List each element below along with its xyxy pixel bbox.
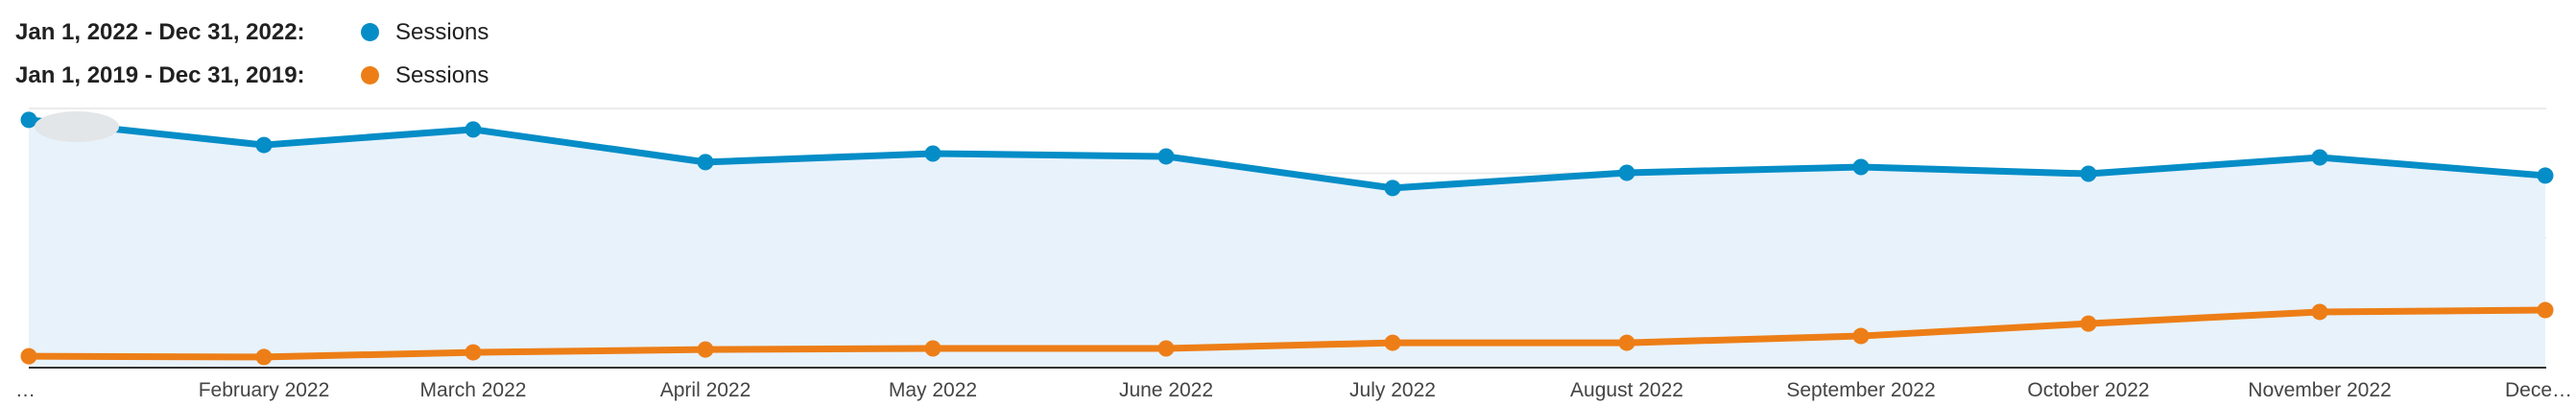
area-fill-2022 [29, 119, 2545, 368]
data-point[interactable] [465, 121, 482, 138]
x-axis-label: … [15, 379, 36, 401]
x-axis-labels: … February 2022 March 2022 April 2022 May 20… [15, 379, 2572, 401]
x-axis-label: October 2022 [2027, 379, 2149, 401]
tooltip-redaction-oval [35, 111, 119, 142]
x-axis-label: September 2022 [1786, 379, 1935, 401]
series-lines [28, 116, 2546, 361]
series-line-2019 [28, 306, 2546, 361]
data-point[interactable] [924, 340, 942, 357]
data-point[interactable] [697, 341, 714, 358]
legend-dot-icon [361, 66, 379, 84]
legend-dot-icon [361, 23, 379, 41]
legend-metric-label: Sessions [395, 62, 489, 88]
x-axis-label: March 2022 [420, 379, 527, 401]
x-axis-label: August 2022 [1570, 379, 1683, 401]
data-point[interactable] [1384, 180, 1401, 197]
data-point[interactable] [924, 145, 942, 162]
data-point[interactable] [2537, 167, 2554, 184]
x-axis-label: May 2022 [889, 379, 977, 401]
data-points[interactable] [20, 111, 2554, 366]
data-point[interactable] [1384, 334, 1401, 351]
data-point[interactable] [1157, 148, 1175, 165]
series-line-2022 [28, 116, 2546, 192]
legend-metric-label: Sessions [395, 19, 489, 45]
x-axis-label: November 2022 [2248, 379, 2391, 401]
data-point[interactable] [1852, 158, 1870, 176]
legend-range-label: Jan 1, 2022 - Dec 31, 2022: [15, 19, 305, 45]
area-fill [29, 119, 2545, 368]
data-point[interactable] [1618, 164, 1635, 181]
data-point[interactable] [255, 136, 273, 154]
legend-range-label: Jan 1, 2019 - Dec 31, 2019: [15, 62, 305, 88]
data-point[interactable] [20, 347, 37, 365]
data-point[interactable] [2311, 149, 2328, 166]
data-point[interactable] [2080, 165, 2097, 182]
x-axis-label: February 2022 [199, 379, 330, 401]
x-axis-label: June 2022 [1119, 379, 1213, 401]
data-point[interactable] [697, 154, 714, 171]
data-point[interactable] [20, 111, 37, 129]
data-point[interactable] [1618, 334, 1635, 351]
x-axis-label: July 2022 [1349, 379, 1436, 401]
x-axis-label: Dece… [2505, 379, 2572, 401]
data-point[interactable] [465, 344, 482, 361]
x-axis-label: April 2022 [660, 379, 751, 401]
data-point[interactable] [2311, 303, 2328, 321]
data-point[interactable] [1157, 340, 1175, 357]
data-point[interactable] [1852, 327, 1870, 345]
data-point[interactable] [255, 348, 273, 366]
data-point[interactable] [2080, 315, 2097, 332]
data-point[interactable] [2537, 301, 2554, 319]
